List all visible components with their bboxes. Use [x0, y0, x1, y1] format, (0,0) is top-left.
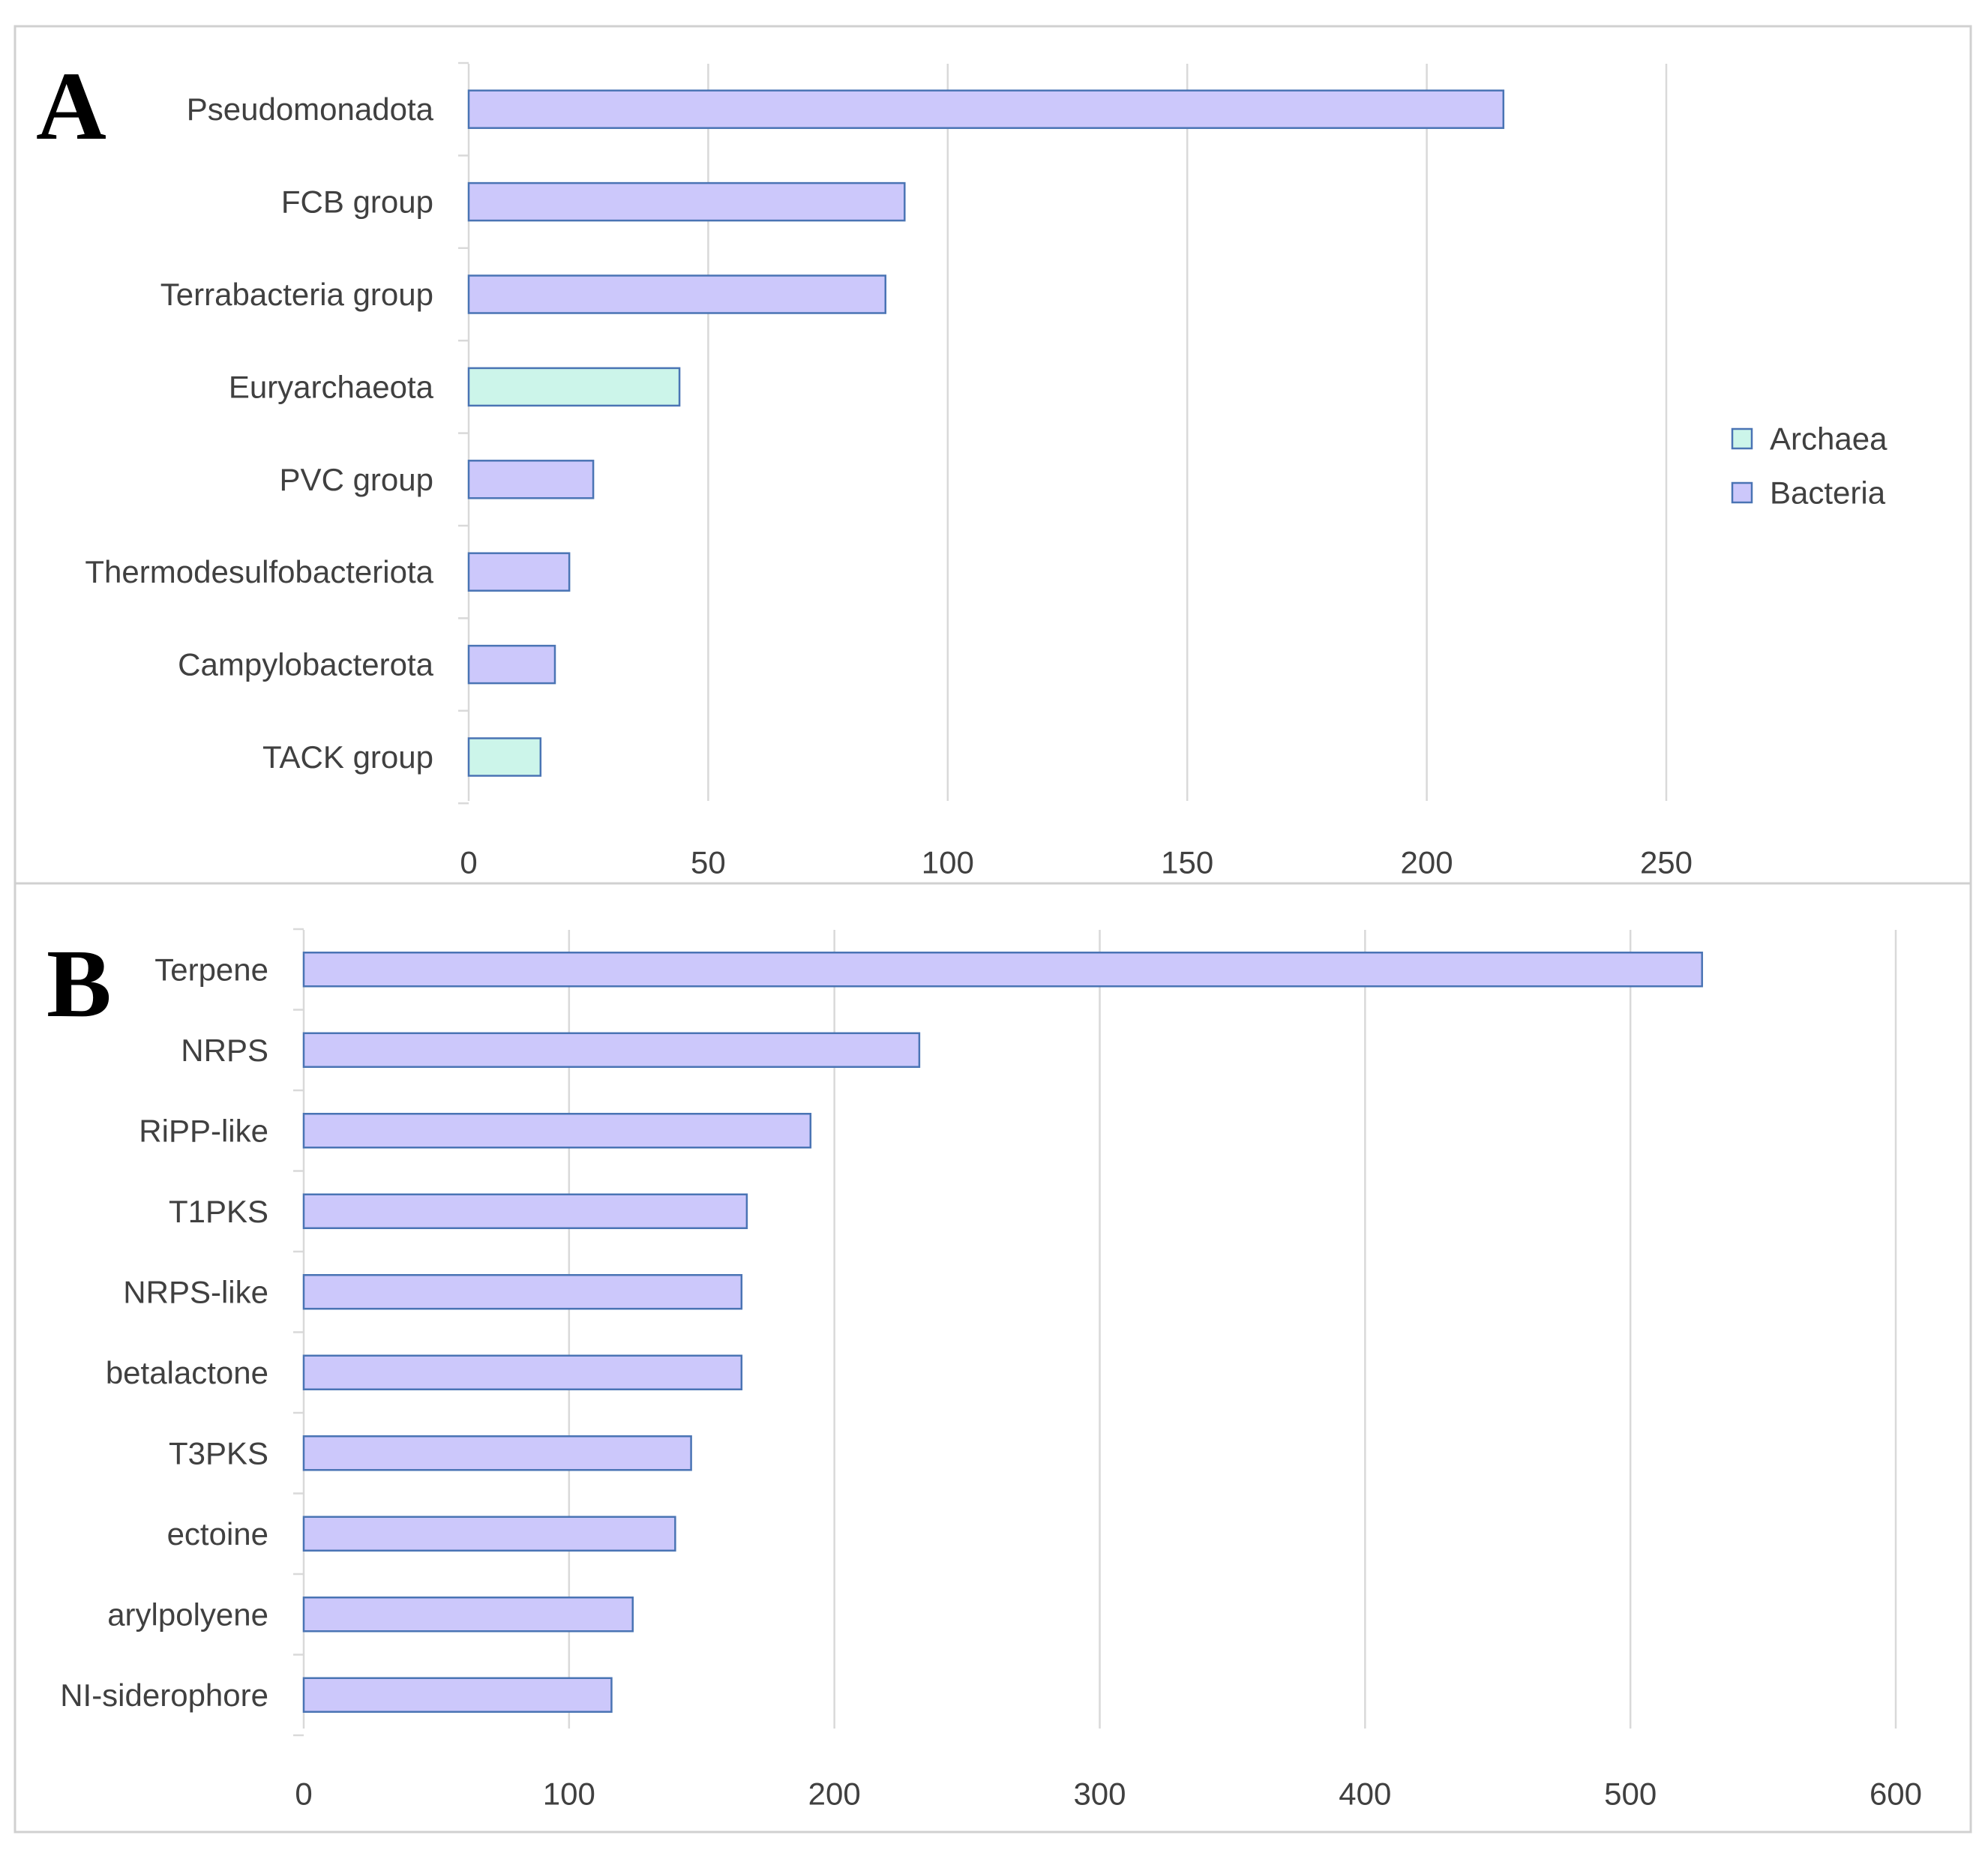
x-tick-label: 0 [295, 1777, 312, 1812]
panel-a-frame [13, 25, 1972, 885]
bar-ripp-like [302, 1113, 812, 1149]
category-label: NRPS [181, 1033, 268, 1068]
category-label: ectoine [167, 1516, 268, 1552]
category-label: Terpene [154, 952, 268, 987]
category-label: T1PKS [169, 1194, 268, 1229]
x-tick-label: 200 [808, 1777, 861, 1812]
x-tick-label: 400 [1339, 1777, 1391, 1812]
category-label: TACK group [262, 739, 433, 775]
bar-terpene [302, 952, 1703, 988]
category-label: Thermodesulfobacteriota [85, 554, 433, 589]
bar-nrps [302, 1032, 921, 1068]
bar-terrabacteria-group [467, 274, 887, 314]
category-label: Campylobacterota [178, 647, 433, 682]
bar-fcb-group [467, 181, 906, 222]
x-tick-label: 0 [460, 845, 477, 880]
legend: Archaea Bacteria [1731, 421, 1888, 511]
category-label: Terrabacteria group [160, 277, 433, 312]
bar-t1pks [302, 1193, 748, 1229]
bar-pseudomonadota [467, 89, 1505, 129]
category-label: Euryarchaeota [229, 369, 434, 404]
x-tick-label: 500 [1604, 1777, 1657, 1812]
bar-tack-group [467, 737, 542, 777]
category-label: FCB group [281, 184, 433, 220]
x-tick-label: 300 [1073, 1777, 1126, 1812]
panel-label-b: B [46, 930, 112, 1038]
bar-thermodesulfobacteriota [467, 552, 571, 592]
legend-swatch-archaea [1731, 427, 1753, 450]
x-tick-label: 100 [543, 1777, 595, 1812]
panel-b: Terpene NRPS RiPP-like T1PKS NRPS-like betala… [13, 882, 1972, 1834]
category-label: NRPS-like [123, 1274, 268, 1309]
panel-a: Pseudomonadota FCB group Terrabacteria gro… [13, 25, 1972, 885]
legend-label-archaea: Archaea [1770, 421, 1888, 457]
x-tick-label: 200 [1401, 845, 1453, 880]
category-label: T3PKS [169, 1435, 268, 1471]
bar-pvc-group [467, 460, 595, 499]
category-label: betalactone [106, 1355, 268, 1390]
category-label: arylpolyene [107, 1597, 268, 1632]
legend-label-bacteria: Bacteria [1770, 475, 1886, 511]
x-tick-label: 100 [922, 845, 974, 880]
category-label: RiPP-like [139, 1113, 268, 1148]
bar-t3pks [302, 1435, 692, 1471]
x-tick-label: 250 [1640, 845, 1693, 880]
bar-nrps-like [302, 1274, 743, 1310]
bar-campylobacterota [467, 644, 556, 685]
x-tick-label: 50 [691, 845, 726, 880]
bar-euryarchaeota [467, 367, 681, 407]
bar-betalactone [302, 1354, 743, 1390]
category-label: PVC group [280, 462, 433, 497]
category-label: Pseudomonadota [187, 91, 434, 127]
x-tick-label: 600 [1870, 1777, 1922, 1812]
x-tick-label: 150 [1161, 845, 1213, 880]
bar-ni-siderophore [302, 1677, 613, 1713]
bar-ectoine [302, 1516, 676, 1552]
category-label: NI-siderophore [60, 1678, 268, 1713]
panel-label-a: A [36, 52, 106, 160]
bar-arylpolyene [302, 1597, 634, 1633]
legend-swatch-bacteria [1731, 481, 1753, 504]
